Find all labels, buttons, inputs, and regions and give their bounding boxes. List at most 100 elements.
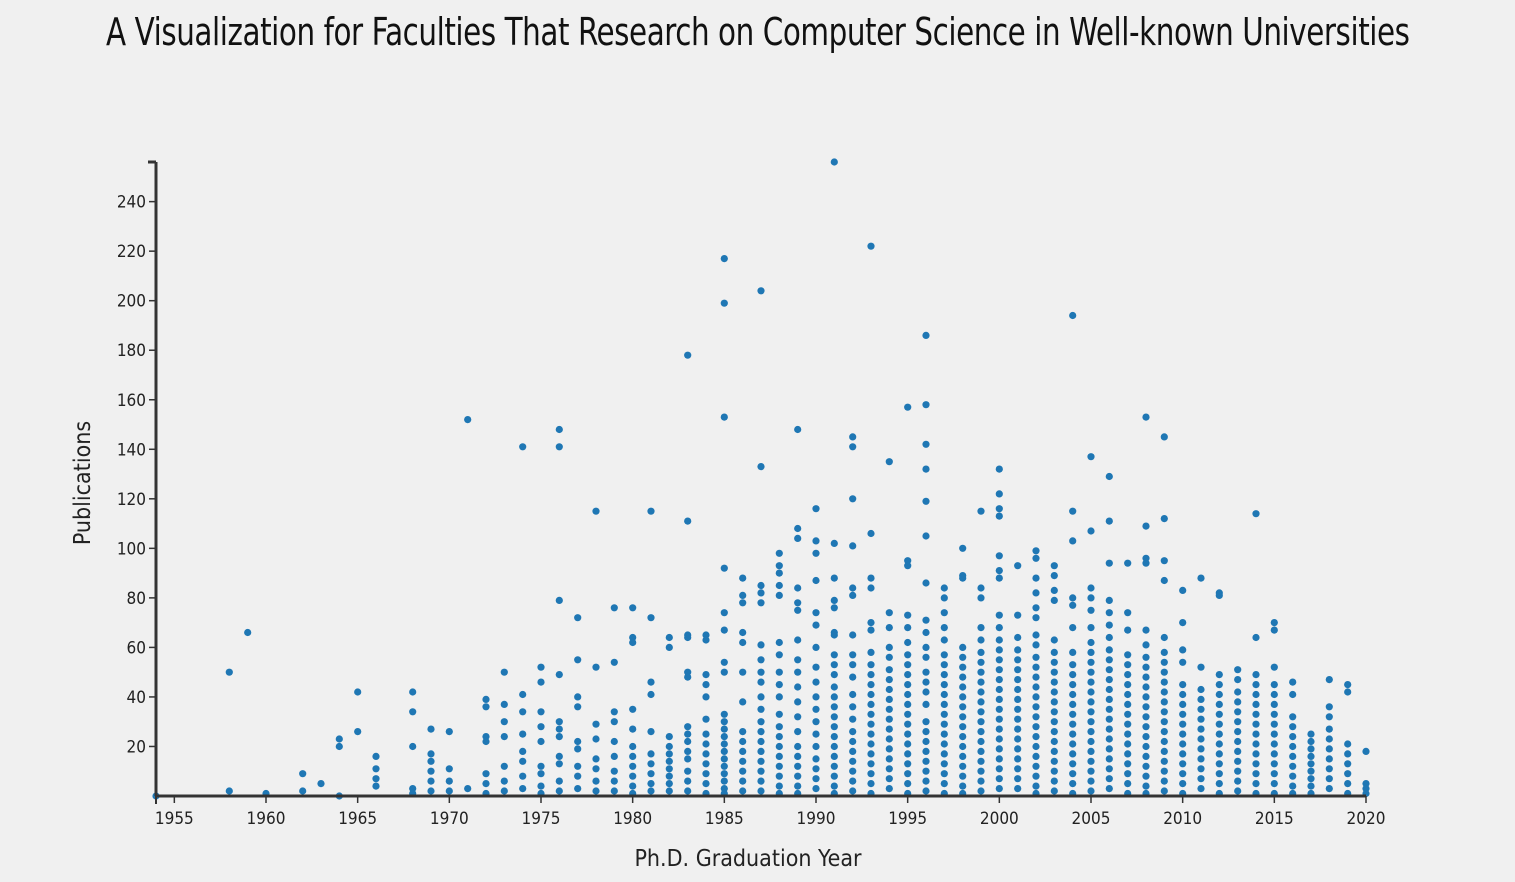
data-point bbox=[519, 443, 527, 451]
data-point bbox=[1160, 658, 1168, 666]
data-point bbox=[904, 730, 912, 738]
data-point bbox=[885, 745, 893, 753]
data-point bbox=[940, 700, 948, 709]
data-point bbox=[977, 636, 985, 644]
data-point bbox=[702, 740, 710, 748]
data-point bbox=[555, 443, 563, 451]
data-point bbox=[812, 705, 820, 713]
x-tick-label: 2020 bbox=[1347, 809, 1386, 829]
data-point bbox=[995, 465, 1003, 473]
data-point bbox=[849, 631, 857, 639]
data-point bbox=[1105, 765, 1113, 773]
data-point bbox=[1087, 606, 1095, 614]
data-point bbox=[904, 770, 912, 778]
data-point bbox=[922, 331, 930, 339]
data-point bbox=[702, 693, 710, 701]
data-point bbox=[1087, 747, 1095, 756]
data-point bbox=[794, 606, 802, 614]
data-point bbox=[1069, 710, 1077, 718]
data-point bbox=[775, 591, 783, 600]
data-point bbox=[592, 755, 600, 763]
data-point bbox=[995, 676, 1003, 684]
data-point bbox=[1197, 715, 1205, 723]
data-point bbox=[867, 584, 875, 592]
data-point bbox=[995, 636, 1003, 644]
data-point bbox=[739, 574, 747, 582]
y-tick-label: 160 bbox=[117, 391, 146, 411]
data-point bbox=[1234, 718, 1242, 726]
data-point bbox=[1252, 770, 1260, 778]
data-point bbox=[610, 787, 618, 795]
data-point bbox=[1197, 705, 1205, 713]
data-point bbox=[830, 713, 838, 721]
data-point bbox=[794, 742, 802, 751]
data-point bbox=[904, 661, 912, 669]
data-point bbox=[830, 703, 838, 711]
data-point bbox=[647, 770, 655, 778]
data-point bbox=[940, 740, 948, 748]
data-point bbox=[519, 757, 527, 765]
data-point bbox=[1105, 596, 1113, 605]
data-point bbox=[1160, 737, 1168, 746]
data-point bbox=[299, 787, 307, 795]
data-point bbox=[1142, 626, 1150, 634]
data-point bbox=[922, 668, 930, 676]
data-point bbox=[867, 730, 875, 738]
data-point bbox=[1142, 723, 1150, 731]
data-point bbox=[849, 728, 857, 736]
data-point bbox=[1069, 624, 1077, 632]
x-tick-label: 1965 bbox=[338, 809, 377, 829]
data-point bbox=[904, 557, 912, 565]
data-point bbox=[1307, 775, 1315, 783]
data-point bbox=[794, 713, 802, 721]
data-point bbox=[1050, 562, 1058, 570]
data-point bbox=[904, 690, 912, 699]
data-point bbox=[372, 782, 380, 790]
data-point bbox=[482, 695, 490, 704]
data-point bbox=[995, 765, 1003, 773]
data-point bbox=[977, 718, 985, 726]
data-point bbox=[1014, 775, 1022, 783]
data-point bbox=[1179, 619, 1187, 627]
data-point bbox=[995, 685, 1003, 694]
data-point bbox=[610, 604, 618, 612]
data-point bbox=[684, 723, 692, 731]
data-point bbox=[885, 735, 893, 743]
data-point bbox=[794, 752, 802, 761]
data-point bbox=[555, 760, 563, 768]
data-point bbox=[647, 787, 655, 795]
data-point bbox=[482, 703, 490, 711]
data-point bbox=[940, 609, 948, 617]
data-point bbox=[1087, 737, 1095, 746]
data-point bbox=[519, 730, 527, 738]
data-point bbox=[1325, 713, 1333, 721]
data-point bbox=[1050, 668, 1058, 676]
data-point bbox=[482, 780, 490, 788]
data-point bbox=[775, 752, 783, 761]
data-point bbox=[1215, 720, 1223, 728]
data-point bbox=[904, 700, 912, 709]
data-point bbox=[812, 785, 820, 793]
data-point bbox=[1087, 708, 1095, 716]
data-point bbox=[574, 656, 582, 664]
data-point bbox=[977, 507, 985, 515]
data-point bbox=[1215, 760, 1223, 768]
data-point bbox=[867, 619, 875, 627]
data-point bbox=[794, 425, 802, 434]
data-point bbox=[775, 668, 783, 676]
data-point bbox=[1014, 562, 1022, 570]
data-point bbox=[1105, 735, 1113, 743]
data-point bbox=[904, 611, 912, 619]
data-point bbox=[592, 735, 600, 743]
data-point bbox=[500, 668, 508, 676]
x-tick-label: 1990 bbox=[797, 809, 836, 829]
data-point bbox=[720, 762, 728, 770]
data-point bbox=[1344, 740, 1352, 748]
data-point bbox=[1014, 755, 1022, 763]
data-point bbox=[1142, 641, 1150, 649]
data-point bbox=[610, 767, 618, 775]
data-point bbox=[775, 762, 783, 770]
data-point bbox=[794, 762, 802, 770]
data-point bbox=[830, 742, 838, 751]
data-point bbox=[977, 594, 985, 602]
